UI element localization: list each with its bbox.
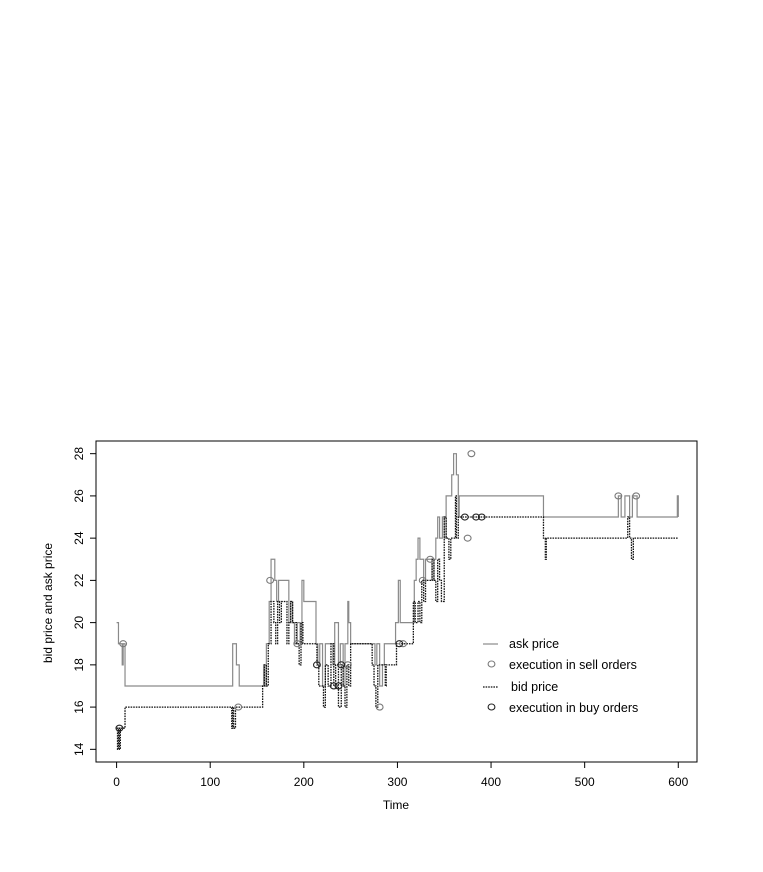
sell-execution-marker [375, 703, 384, 711]
legend: ask price execution in sell orders bid pri… [483, 637, 638, 715]
y-tick-label: 22 [72, 573, 86, 587]
sell-execution-marker [418, 576, 427, 584]
sell-execution-marker [632, 492, 641, 500]
x-tick-label: 0 [113, 775, 120, 789]
sell-execution-marker [234, 703, 243, 711]
y-tick-label: 24 [72, 531, 86, 545]
sell-execution-marker [266, 576, 275, 584]
buy-execution-marker [337, 661, 346, 669]
series-layer [116, 453, 679, 750]
legend-label: bid price [511, 680, 558, 694]
marker-layer [115, 450, 641, 732]
sell-execution-marker [467, 450, 476, 458]
buy-execution-marker [395, 640, 404, 648]
y-tick-label: 28 [72, 447, 86, 461]
legend-sell-swatch [487, 660, 496, 668]
y-axis-title: bid price and ask price [41, 543, 55, 663]
sell-execution-marker [463, 534, 472, 542]
ask-price-line [116, 453, 679, 687]
x-axis-title: Time [383, 798, 410, 812]
y-tick-label: 20 [72, 616, 86, 630]
x-tick-label: 200 [294, 775, 314, 789]
sell-execution-marker [399, 640, 408, 648]
x-tick-label: 400 [481, 775, 501, 789]
buy-execution-marker [472, 513, 481, 521]
legend-buy-swatch [487, 703, 496, 711]
bid-price-line [116, 495, 679, 750]
y-tick-label: 14 [72, 742, 86, 756]
buy-execution-marker [460, 513, 469, 521]
x-axis: 0 100 200 300 400 500 600 [113, 762, 689, 789]
legend-label: execution in buy orders [509, 701, 638, 715]
sell-execution-marker [119, 640, 128, 648]
buy-execution-marker [312, 661, 321, 669]
plot-frame [95, 440, 698, 763]
buy-execution-marker [115, 724, 124, 732]
x-tick-label: 100 [200, 775, 220, 789]
legend-label: ask price [509, 637, 559, 651]
y-tick-label: 26 [72, 489, 86, 503]
y-tick-label: 18 [72, 658, 86, 672]
legend-label: execution in sell orders [509, 658, 637, 672]
sell-execution-marker [426, 555, 435, 563]
buy-execution-marker [329, 682, 338, 690]
y-axis: 14 16 18 20 22 24 26 28 [72, 447, 96, 756]
buy-execution-marker [334, 682, 343, 690]
y-tick-label: 16 [72, 700, 86, 714]
x-tick-label: 500 [575, 775, 595, 789]
sell-execution-marker [614, 492, 623, 500]
x-tick-label: 300 [387, 775, 407, 789]
buy-execution-marker [477, 513, 486, 521]
sell-execution-marker [293, 640, 302, 648]
x-tick-label: 600 [668, 775, 688, 789]
